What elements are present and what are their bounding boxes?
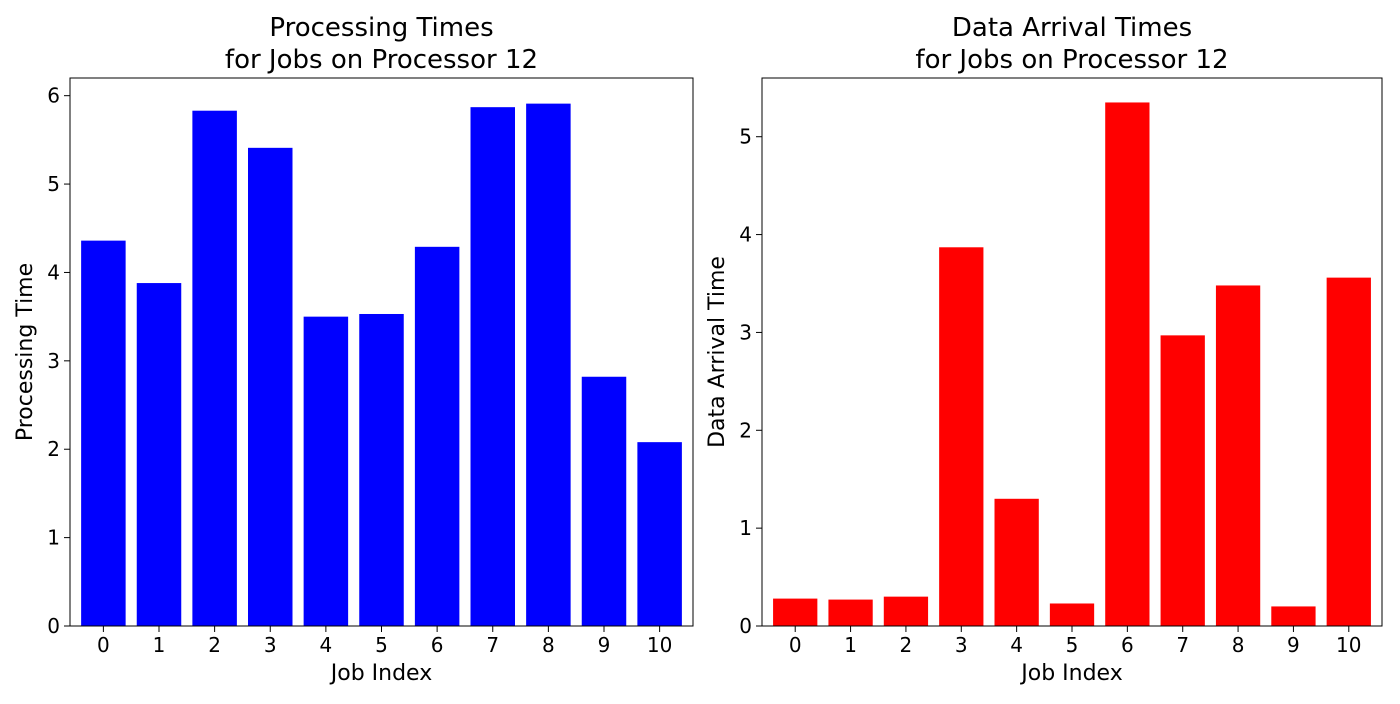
x-axis-label: Job Index: [329, 661, 432, 686]
y-axis-label: Data Arrival Time: [705, 256, 730, 448]
x-tick-label: 8: [542, 633, 555, 657]
x-tick-label: 6: [1121, 633, 1134, 657]
chart-title-line-2: for Jobs on Processor 12: [225, 45, 538, 75]
chart-2: 0 1 2 3 4 5 6 7 8 9 10 0 1 2 3 4 5 Data Arrival Timesfor …: [705, 13, 1383, 686]
bar-0: [773, 598, 818, 626]
plot-frame: [761, 77, 1383, 627]
x-tick-label: 0: [789, 633, 802, 657]
y-tick-label: 1: [47, 526, 60, 550]
x-axis-label: Job Index: [1019, 661, 1122, 686]
x-tick-label: 7: [1176, 633, 1189, 657]
y-tick-label: 5: [739, 125, 752, 149]
bar-3: [248, 147, 293, 626]
x-tick-label: 6: [431, 633, 444, 657]
x-tick-label: 1: [844, 633, 857, 657]
bar-2: [192, 110, 237, 626]
chart-title-line-1: Processing Times: [269, 13, 493, 43]
y-tick-label: 6: [47, 84, 60, 108]
x-tick-label: 3: [955, 633, 968, 657]
x-tick-label: 8: [1232, 633, 1245, 657]
chart-title-line-2: for Jobs on Processor 12: [915, 45, 1228, 75]
bar-1: [828, 599, 873, 626]
x-tick-label: 9: [598, 633, 611, 657]
x-tick-label: 2: [208, 633, 221, 657]
y-tick-label: 4: [739, 223, 752, 247]
bar-4: [303, 316, 349, 626]
bar-1: [136, 283, 182, 626]
x-tick-label: 0: [97, 633, 110, 657]
y-tick-label: 2: [739, 418, 752, 442]
y-tick-label: 3: [739, 320, 752, 344]
x-tick-label: 9: [1287, 633, 1300, 657]
bar-9: [1271, 606, 1316, 626]
x-tick-label: 10: [647, 633, 672, 657]
y-axis-label: Processing Time: [13, 263, 38, 441]
x-tick-label: 2: [900, 633, 913, 657]
x-tick-label: 4: [1010, 633, 1023, 657]
y-tick-label: 4: [47, 260, 60, 284]
bar-10: [1326, 277, 1371, 626]
bar-7: [1160, 335, 1205, 626]
y-tick-label: 3: [47, 349, 60, 373]
y-tick-label: 5: [47, 172, 60, 196]
bar-4: [994, 498, 1039, 626]
bar-5: [1049, 603, 1095, 626]
x-tick-label: 1: [153, 633, 166, 657]
bar-7: [470, 107, 515, 627]
bar-5: [359, 313, 404, 626]
y-tick-label: 0: [47, 614, 60, 638]
bar-6: [1105, 102, 1150, 626]
bar-6: [414, 246, 460, 626]
x-tick-label: 10: [1336, 633, 1361, 657]
chart-title-line-1: Data Arrival Times: [952, 13, 1192, 43]
y-tick-label: 2: [47, 437, 60, 461]
bar-10: [637, 442, 682, 626]
bar-0: [81, 240, 126, 626]
y-tick-label: 0: [739, 614, 752, 638]
x-tick-label: 3: [264, 633, 277, 657]
x-tick-label: 4: [320, 633, 333, 657]
x-tick-label: 5: [1066, 633, 1079, 657]
bar-3: [939, 247, 984, 627]
bar-8: [526, 103, 571, 626]
bar-9: [581, 376, 627, 626]
x-tick-label: 5: [375, 633, 388, 657]
bar-2: [883, 596, 929, 626]
x-tick-label: 7: [486, 633, 499, 657]
y-tick-label: 1: [739, 516, 752, 540]
bar-8: [1215, 285, 1261, 626]
